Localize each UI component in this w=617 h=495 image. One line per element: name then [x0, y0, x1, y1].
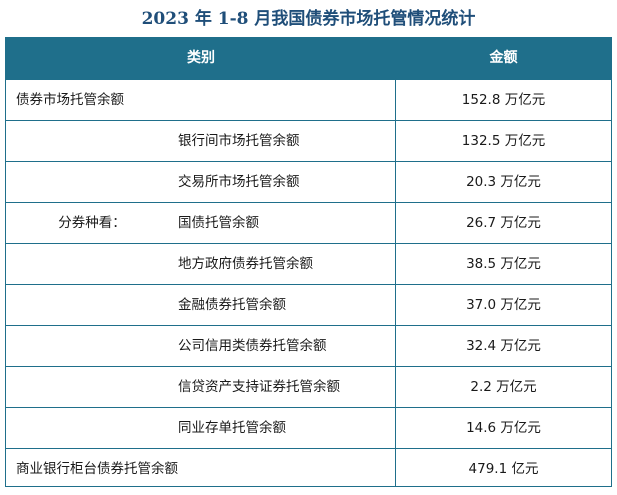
column-divider [395, 325, 396, 366]
row-value: 152.8 万亿元 [461, 92, 546, 108]
row-value: 20.3 万亿元 [466, 174, 541, 190]
table-row: 公司信用类债券托管余额 32.4 万亿元 [6, 325, 611, 366]
row-label: 交易所市场托管余额 [178, 174, 300, 190]
column-divider [395, 202, 396, 243]
custody-table: 类别 金额 债券市场托管余额 152.8 万亿元 银行间市场托管余额 132.5… [5, 37, 612, 487]
row-label: 国债托管余额 [178, 215, 259, 231]
table-row: 交易所市场托管余额 20.3 万亿元 [6, 161, 611, 202]
column-divider [395, 448, 396, 487]
column-divider [395, 366, 396, 407]
table-row: 同业存单托管余额 14.6 万亿元 [6, 407, 611, 448]
table-row: 商业银行柜台债券托管余额 479.1 亿元 [6, 448, 611, 487]
header-category: 类别 [187, 50, 215, 66]
table-row: 地方政府债券托管余额 38.5 万亿元 [6, 243, 611, 284]
column-divider [395, 243, 396, 284]
row-label: 商业银行柜台债券托管余额 [16, 461, 178, 477]
row-label: 同业存单托管余额 [178, 420, 286, 436]
column-divider [395, 120, 396, 161]
table-header: 类别 金额 [6, 38, 611, 79]
row-label: 地方政府债券托管余额 [178, 256, 313, 272]
column-divider [395, 79, 396, 120]
table-row: 金融债券托管余额 37.0 万亿元 [6, 284, 611, 325]
table-row: 信贷资产支持证券托管余额 2.2 万亿元 [6, 366, 611, 407]
row-label: 债券市场托管余额 [16, 92, 124, 108]
row-value: 26.7 万亿元 [466, 215, 541, 231]
column-divider [395, 284, 396, 325]
row-label: 公司信用类债券托管余额 [178, 338, 327, 354]
row-value: 14.6 万亿元 [466, 420, 541, 436]
row-value: 32.4 万亿元 [466, 338, 541, 354]
table-row: 银行间市场托管余额 132.5 万亿元 [6, 120, 611, 161]
column-divider [395, 161, 396, 202]
row-value: 38.5 万亿元 [466, 256, 541, 272]
table-row: 分券种看： 国债托管余额 26.7 万亿元 [6, 202, 611, 243]
row-value: 37.0 万亿元 [466, 297, 541, 313]
row-label: 银行间市场托管余额 [178, 133, 300, 149]
header-amount: 金额 [489, 50, 518, 66]
row-value: 479.1 亿元 [468, 461, 539, 477]
row-value: 132.5 万亿元 [461, 133, 546, 149]
row-label: 信贷资产支持证券托管余额 [178, 379, 340, 395]
row-value: 2.2 万亿元 [470, 379, 537, 395]
column-divider [395, 407, 396, 448]
row-label: 金融债券托管余额 [178, 297, 286, 313]
group-label: 分券种看： [58, 215, 126, 231]
table-row: 债券市场托管余额 152.8 万亿元 [6, 79, 611, 120]
page-title: 2023 年 1-8 月我国债券市场托管情况统计 [141, 9, 476, 29]
